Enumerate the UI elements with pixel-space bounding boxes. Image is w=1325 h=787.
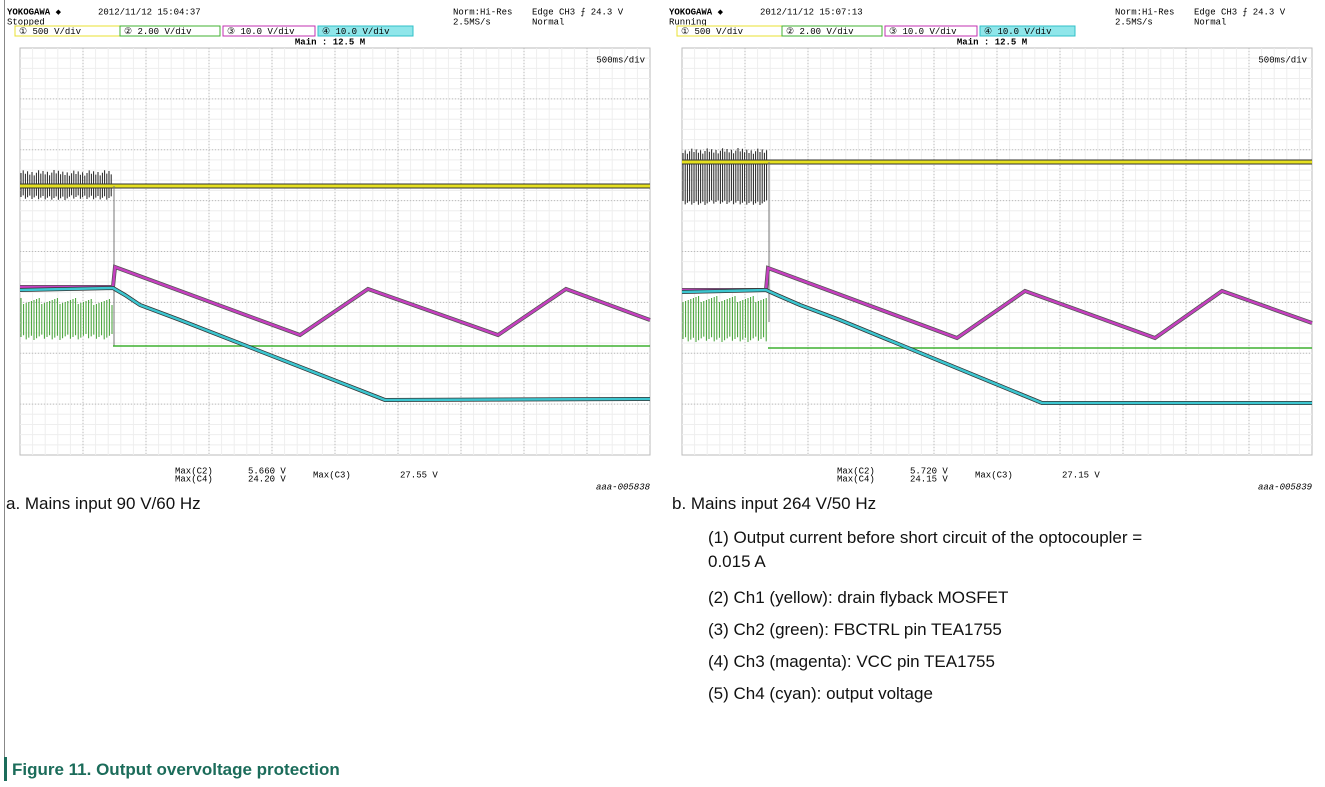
- scope-text: 500ms/div: [596, 55, 645, 65]
- scope-text: ② 2.00 V/div: [124, 27, 192, 37]
- scope-text: Normal: [532, 17, 564, 27]
- scope-text: Max(C4): [175, 474, 213, 484]
- scope-text: Main : 12.5 M: [295, 37, 365, 47]
- scope-text: ④ 10.0 V/div: [322, 27, 390, 37]
- scope-text: 2012/11/12 15:07:13: [760, 7, 863, 17]
- figure-id: aaa-005838: [596, 482, 651, 492]
- scope-text: ① 500 V/div: [19, 27, 82, 37]
- scope-text: Edge CH3 ⨍ 24.3 V: [532, 7, 624, 17]
- scope-text: 27.15 V: [1062, 470, 1100, 480]
- scope-text: 2012/11/12 15:04:37: [98, 7, 201, 17]
- scope-text: ② 2.00 V/div: [786, 27, 854, 37]
- scope-text: 2.5MS/s: [453, 17, 491, 27]
- scope-text: Norm:Hi-Res: [1115, 7, 1174, 17]
- caption: a. Mains input 90 V/60 Hz: [6, 494, 201, 514]
- scope-text: Max(C3): [975, 470, 1013, 480]
- note: (2) Ch1 (yellow): drain flyback MOSFET: [708, 586, 1178, 610]
- page: YOKOGAWA ◆2012/11/12 15:04:37StoppedNorm…: [0, 0, 1325, 787]
- scope-text: Main : 12.5 M: [957, 37, 1027, 47]
- figure-id: aaa-005839: [1258, 482, 1313, 492]
- caption: b. Mains input 264 V/50 Hz: [672, 494, 876, 514]
- scope-text: Max(C3): [313, 470, 351, 480]
- note: (3) Ch2 (green): FBCTRL pin TEA1755: [708, 618, 1178, 642]
- scope-text: 2.5MS/s: [1115, 17, 1153, 27]
- scope-text: Normal: [1194, 17, 1226, 27]
- scope-text: ① 500 V/div: [681, 27, 744, 37]
- note: (5) Ch4 (cyan): output voltage: [708, 682, 1178, 706]
- scope-text: YOKOGAWA ◆: [7, 7, 62, 17]
- scope-text: Max(C4): [837, 474, 875, 484]
- scope-text: 24.15 V: [910, 474, 948, 484]
- scope-text: ③ 10.0 V/div: [227, 27, 295, 37]
- scope-text: YOKOGAWA ◆: [669, 7, 724, 17]
- scope-text: ③ 10.0 V/div: [889, 27, 957, 37]
- scope-text: Norm:Hi-Res: [453, 7, 512, 17]
- scope-text: 500ms/div: [1258, 55, 1307, 65]
- note: (4) Ch3 (magenta): VCC pin TEA1755: [708, 650, 1178, 674]
- note: (1) Output current before short circuit …: [708, 526, 1178, 574]
- scope-screens: YOKOGAWA ◆2012/11/12 15:04:37StoppedNorm…: [0, 0, 1325, 500]
- figure-title: Figure 11. Output overvoltage protection: [12, 760, 340, 780]
- scope-text: ④ 10.0 V/div: [984, 27, 1052, 37]
- title-bar: [4, 757, 7, 781]
- scope-text: 27.55 V: [400, 470, 438, 480]
- scope-text: Edge CH3 ⨍ 24.3 V: [1194, 7, 1286, 17]
- scope-text: 24.20 V: [248, 474, 286, 484]
